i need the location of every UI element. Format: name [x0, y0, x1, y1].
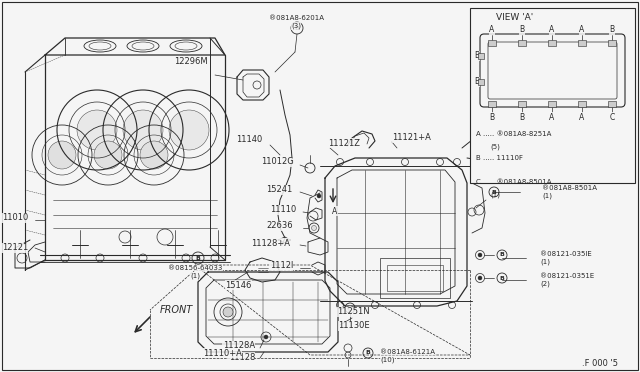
- Bar: [387, 265, 443, 291]
- Text: ®08156-64033: ®08156-64033: [168, 265, 222, 271]
- Bar: [548, 101, 556, 107]
- Text: A: A: [549, 26, 555, 35]
- Circle shape: [264, 335, 268, 339]
- Circle shape: [140, 141, 168, 169]
- Text: (1): (1): [540, 259, 550, 265]
- Text: 11121+A: 11121+A: [392, 134, 431, 142]
- Text: 11110+A: 11110+A: [203, 349, 242, 357]
- Circle shape: [478, 253, 482, 257]
- Text: (10): (10): [380, 357, 394, 363]
- Text: 12296M: 12296M: [174, 58, 208, 67]
- Text: B: B: [520, 112, 525, 122]
- Bar: [478, 79, 484, 85]
- Text: 1112l: 1112l: [269, 262, 293, 270]
- Circle shape: [312, 225, 317, 231]
- Text: A: A: [332, 206, 338, 215]
- Text: 11121Z: 11121Z: [328, 138, 360, 148]
- Text: (2): (2): [540, 281, 550, 287]
- Text: A ..... ®081A8-8251A: A ..... ®081A8-8251A: [476, 131, 552, 137]
- Bar: [518, 101, 526, 107]
- Text: B: B: [492, 189, 497, 195]
- Text: B: B: [500, 276, 504, 280]
- Bar: [608, 40, 616, 46]
- Text: A: A: [490, 26, 495, 35]
- Circle shape: [77, 110, 117, 150]
- Circle shape: [123, 110, 163, 150]
- Text: C: C: [609, 112, 614, 122]
- Text: B: B: [365, 350, 371, 356]
- Text: 11128: 11128: [228, 353, 255, 362]
- Text: 11012G: 11012G: [261, 157, 294, 167]
- Bar: [548, 40, 556, 46]
- Text: ®08121-035IE: ®08121-035IE: [540, 251, 592, 257]
- Text: 11140: 11140: [236, 135, 262, 144]
- Bar: [470, 8, 635, 183]
- Bar: [478, 53, 484, 59]
- Text: B ..... 11110F: B ..... 11110F: [476, 155, 523, 161]
- Bar: [488, 40, 496, 46]
- Text: A: A: [549, 112, 555, 122]
- Text: (1): (1): [542, 193, 552, 199]
- Text: 11128+A: 11128+A: [251, 238, 290, 247]
- Text: ®081A8-6201A: ®081A8-6201A: [269, 15, 323, 21]
- Text: 15146: 15146: [225, 280, 252, 289]
- Bar: [578, 40, 586, 46]
- Circle shape: [169, 110, 209, 150]
- Circle shape: [348, 305, 353, 311]
- Text: 11010: 11010: [2, 214, 28, 222]
- Text: 11130E: 11130E: [338, 321, 370, 330]
- Text: (1): (1): [490, 191, 500, 198]
- Text: B: B: [294, 26, 300, 31]
- Text: B: B: [490, 112, 495, 122]
- Text: C ..... ®081A8-8501A: C ..... ®081A8-8501A: [476, 179, 552, 185]
- Text: 12121: 12121: [2, 244, 28, 253]
- Text: B: B: [474, 77, 479, 87]
- Bar: [578, 101, 586, 107]
- Text: 11110: 11110: [269, 205, 296, 215]
- Text: A: A: [579, 26, 584, 35]
- Text: FRONT: FRONT: [160, 305, 193, 315]
- Text: B: B: [196, 256, 200, 260]
- Bar: [488, 101, 496, 107]
- Text: (1): (1): [190, 273, 200, 279]
- Circle shape: [223, 307, 233, 317]
- Text: (3): (3): [291, 23, 301, 29]
- Circle shape: [48, 141, 76, 169]
- Text: B: B: [500, 253, 504, 257]
- Text: VIEW 'A': VIEW 'A': [497, 13, 534, 22]
- Text: ®081A8-6121A: ®081A8-6121A: [380, 349, 435, 355]
- Text: B: B: [609, 26, 614, 35]
- Circle shape: [94, 141, 122, 169]
- Text: 15241: 15241: [266, 186, 292, 195]
- Text: 22636: 22636: [266, 221, 293, 231]
- Bar: [380, 258, 450, 298]
- Text: 11251N: 11251N: [337, 308, 370, 317]
- Text: B: B: [474, 51, 479, 61]
- Bar: [518, 40, 526, 46]
- Text: A: A: [579, 112, 584, 122]
- Text: (5): (5): [490, 143, 500, 150]
- Circle shape: [478, 276, 482, 280]
- Bar: [608, 101, 616, 107]
- Text: ®081A8-8501A: ®081A8-8501A: [542, 185, 597, 191]
- Circle shape: [317, 194, 321, 198]
- Text: .F 000 '5: .F 000 '5: [582, 359, 618, 369]
- Text: 11128A: 11128A: [223, 341, 255, 350]
- Text: B: B: [520, 26, 525, 35]
- Text: ®08121-0351E: ®08121-0351E: [540, 273, 595, 279]
